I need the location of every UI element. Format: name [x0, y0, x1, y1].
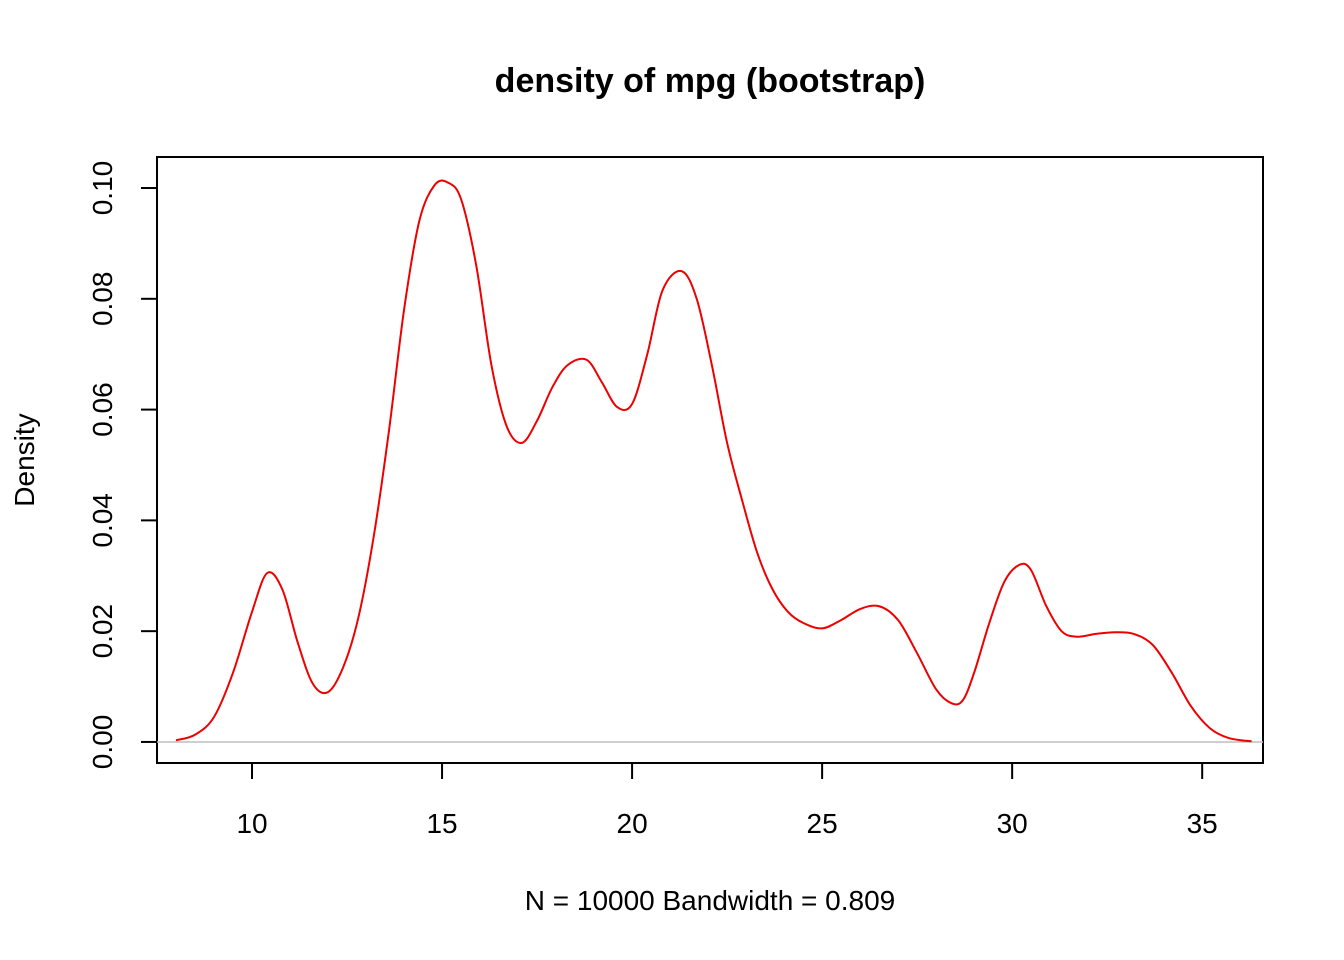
plot-frame [156, 156, 1264, 764]
x-axis: 10 15 20 25 30 35 [236, 763, 1218, 839]
density-line [175, 179, 1252, 743]
x-tick-label: 25 [807, 808, 838, 839]
y-axis-label: Density [9, 413, 40, 506]
chart-title: density of mpg (bootstrap) [495, 62, 926, 100]
x-tick-label: 20 [617, 808, 648, 839]
x-tick-label: 15 [426, 808, 457, 839]
y-tick-label: 0.02 [87, 604, 118, 659]
x-tick-label: 30 [997, 808, 1028, 839]
x-tick-label: 10 [236, 808, 267, 839]
y-tick-label: 0.08 [87, 272, 118, 327]
x-tick-label: 35 [1187, 808, 1218, 839]
y-tick-label: 0.10 [87, 161, 118, 216]
y-tick-label: 0.06 [87, 382, 118, 437]
y-tick-label: 0.00 [87, 715, 118, 770]
y-tick-label: 0.04 [87, 493, 118, 548]
x-axis-label: N = 10000 Bandwidth = 0.809 [525, 885, 896, 916]
y-axis: 0.00 0.02 0.04 0.06 0.08 0.10 [87, 161, 157, 769]
